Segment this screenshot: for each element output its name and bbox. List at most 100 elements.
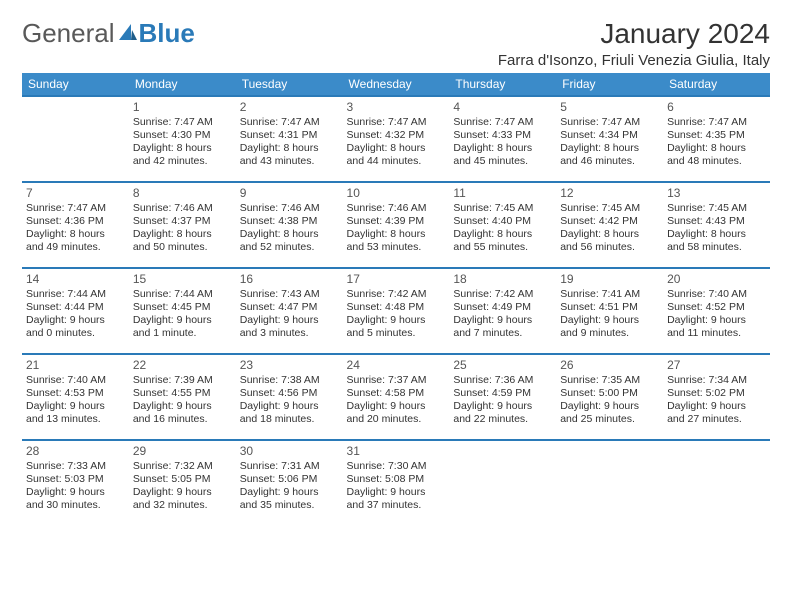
logo-text-2: Blue bbox=[139, 18, 195, 49]
sunset-text: Sunset: 4:36 PM bbox=[26, 215, 125, 228]
calendar-day-cell: 23Sunrise: 7:38 AMSunset: 4:56 PMDayligh… bbox=[236, 354, 343, 440]
sunrise-text: Sunrise: 7:47 AM bbox=[667, 116, 766, 129]
calendar-day-cell: 22Sunrise: 7:39 AMSunset: 4:55 PMDayligh… bbox=[129, 354, 236, 440]
logo-sail-icon bbox=[115, 18, 139, 49]
sunset-text: Sunset: 5:02 PM bbox=[667, 387, 766, 400]
day-number: 26 bbox=[560, 358, 659, 373]
calendar-day-cell: 1Sunrise: 7:47 AMSunset: 4:30 PMDaylight… bbox=[129, 96, 236, 182]
day-number: 8 bbox=[133, 186, 232, 201]
sunrise-text: Sunrise: 7:45 AM bbox=[667, 202, 766, 215]
title-block: January 2024 Farra d'Isonzo, Friuli Vene… bbox=[498, 18, 770, 69]
daylight-text: and 44 minutes. bbox=[347, 155, 446, 168]
calendar-day-cell: 7Sunrise: 7:47 AMSunset: 4:36 PMDaylight… bbox=[22, 182, 129, 268]
daylight-text: Daylight: 9 hours bbox=[240, 314, 339, 327]
day-header: Wednesday bbox=[343, 73, 450, 96]
sunrise-text: Sunrise: 7:45 AM bbox=[453, 202, 552, 215]
daylight-text: and 3 minutes. bbox=[240, 327, 339, 340]
daylight-text: and 55 minutes. bbox=[453, 241, 552, 254]
day-number: 13 bbox=[667, 186, 766, 201]
daylight-text: Daylight: 9 hours bbox=[667, 400, 766, 413]
sunset-text: Sunset: 4:38 PM bbox=[240, 215, 339, 228]
day-number: 30 bbox=[240, 444, 339, 459]
sunrise-text: Sunrise: 7:40 AM bbox=[667, 288, 766, 301]
daylight-text: Daylight: 8 hours bbox=[347, 228, 446, 241]
day-number: 9 bbox=[240, 186, 339, 201]
sunset-text: Sunset: 5:03 PM bbox=[26, 473, 125, 486]
calendar-day-cell: 4Sunrise: 7:47 AMSunset: 4:33 PMDaylight… bbox=[449, 96, 556, 182]
calendar-day-cell: 11Sunrise: 7:45 AMSunset: 4:40 PMDayligh… bbox=[449, 182, 556, 268]
calendar-day-cell: 12Sunrise: 7:45 AMSunset: 4:42 PMDayligh… bbox=[556, 182, 663, 268]
day-number: 10 bbox=[347, 186, 446, 201]
sunset-text: Sunset: 4:59 PM bbox=[453, 387, 552, 400]
sunrise-text: Sunrise: 7:31 AM bbox=[240, 460, 339, 473]
daylight-text: Daylight: 8 hours bbox=[453, 142, 552, 155]
day-number: 28 bbox=[26, 444, 125, 459]
daylight-text: Daylight: 9 hours bbox=[667, 314, 766, 327]
daylight-text: and 45 minutes. bbox=[453, 155, 552, 168]
day-number: 18 bbox=[453, 272, 552, 287]
calendar-day-cell bbox=[663, 440, 770, 526]
calendar-week-row: 21Sunrise: 7:40 AMSunset: 4:53 PMDayligh… bbox=[22, 354, 770, 440]
daylight-text: Daylight: 8 hours bbox=[133, 228, 232, 241]
daylight-text: Daylight: 9 hours bbox=[560, 400, 659, 413]
day-number: 22 bbox=[133, 358, 232, 373]
daylight-text: and 5 minutes. bbox=[347, 327, 446, 340]
day-number: 7 bbox=[26, 186, 125, 201]
sunset-text: Sunset: 4:39 PM bbox=[347, 215, 446, 228]
calendar-day-cell bbox=[556, 440, 663, 526]
sunrise-text: Sunrise: 7:33 AM bbox=[26, 460, 125, 473]
month-title: January 2024 bbox=[498, 18, 770, 50]
calendar-day-cell: 14Sunrise: 7:44 AMSunset: 4:44 PMDayligh… bbox=[22, 268, 129, 354]
sunrise-text: Sunrise: 7:37 AM bbox=[347, 374, 446, 387]
calendar-day-cell: 5Sunrise: 7:47 AMSunset: 4:34 PMDaylight… bbox=[556, 96, 663, 182]
sunrise-text: Sunrise: 7:35 AM bbox=[560, 374, 659, 387]
sunset-text: Sunset: 4:42 PM bbox=[560, 215, 659, 228]
calendar-day-cell bbox=[22, 96, 129, 182]
sunrise-text: Sunrise: 7:47 AM bbox=[26, 202, 125, 215]
daylight-text: Daylight: 9 hours bbox=[560, 314, 659, 327]
day-header: Tuesday bbox=[236, 73, 343, 96]
daylight-text: Daylight: 9 hours bbox=[347, 486, 446, 499]
page-header: General Blue January 2024 Farra d'Isonzo… bbox=[22, 18, 770, 69]
day-number: 17 bbox=[347, 272, 446, 287]
calendar-day-cell: 25Sunrise: 7:36 AMSunset: 4:59 PMDayligh… bbox=[449, 354, 556, 440]
daylight-text: Daylight: 8 hours bbox=[667, 228, 766, 241]
daylight-text: Daylight: 9 hours bbox=[347, 400, 446, 413]
sunset-text: Sunset: 5:05 PM bbox=[133, 473, 232, 486]
sunrise-text: Sunrise: 7:47 AM bbox=[240, 116, 339, 129]
sunrise-text: Sunrise: 7:45 AM bbox=[560, 202, 659, 215]
sunrise-text: Sunrise: 7:46 AM bbox=[347, 202, 446, 215]
day-number: 6 bbox=[667, 100, 766, 115]
daylight-text: Daylight: 9 hours bbox=[26, 400, 125, 413]
day-number: 11 bbox=[453, 186, 552, 201]
sunset-text: Sunset: 4:49 PM bbox=[453, 301, 552, 314]
daylight-text: and 35 minutes. bbox=[240, 499, 339, 512]
daylight-text: and 43 minutes. bbox=[240, 155, 339, 168]
daylight-text: Daylight: 8 hours bbox=[667, 142, 766, 155]
daylight-text: Daylight: 9 hours bbox=[133, 400, 232, 413]
calendar-day-cell: 3Sunrise: 7:47 AMSunset: 4:32 PMDaylight… bbox=[343, 96, 450, 182]
calendar-day-cell: 9Sunrise: 7:46 AMSunset: 4:38 PMDaylight… bbox=[236, 182, 343, 268]
calendar-day-cell: 8Sunrise: 7:46 AMSunset: 4:37 PMDaylight… bbox=[129, 182, 236, 268]
calendar-day-cell: 20Sunrise: 7:40 AMSunset: 4:52 PMDayligh… bbox=[663, 268, 770, 354]
calendar-page: General Blue January 2024 Farra d'Isonzo… bbox=[0, 0, 792, 544]
sunrise-text: Sunrise: 7:46 AM bbox=[240, 202, 339, 215]
sunset-text: Sunset: 4:35 PM bbox=[667, 129, 766, 142]
daylight-text: Daylight: 9 hours bbox=[133, 486, 232, 499]
daylight-text: Daylight: 8 hours bbox=[560, 142, 659, 155]
day-number: 3 bbox=[347, 100, 446, 115]
daylight-text: Daylight: 9 hours bbox=[347, 314, 446, 327]
daylight-text: and 56 minutes. bbox=[560, 241, 659, 254]
calendar-day-cell: 15Sunrise: 7:44 AMSunset: 4:45 PMDayligh… bbox=[129, 268, 236, 354]
daylight-text: Daylight: 8 hours bbox=[347, 142, 446, 155]
calendar-table: Sunday Monday Tuesday Wednesday Thursday… bbox=[22, 73, 770, 526]
day-header: Friday bbox=[556, 73, 663, 96]
day-header: Sunday bbox=[22, 73, 129, 96]
day-number: 20 bbox=[667, 272, 766, 287]
sunrise-text: Sunrise: 7:39 AM bbox=[133, 374, 232, 387]
calendar-day-cell: 6Sunrise: 7:47 AMSunset: 4:35 PMDaylight… bbox=[663, 96, 770, 182]
logo: General Blue bbox=[22, 18, 195, 49]
day-header: Saturday bbox=[663, 73, 770, 96]
daylight-text: Daylight: 8 hours bbox=[26, 228, 125, 241]
daylight-text: and 49 minutes. bbox=[26, 241, 125, 254]
